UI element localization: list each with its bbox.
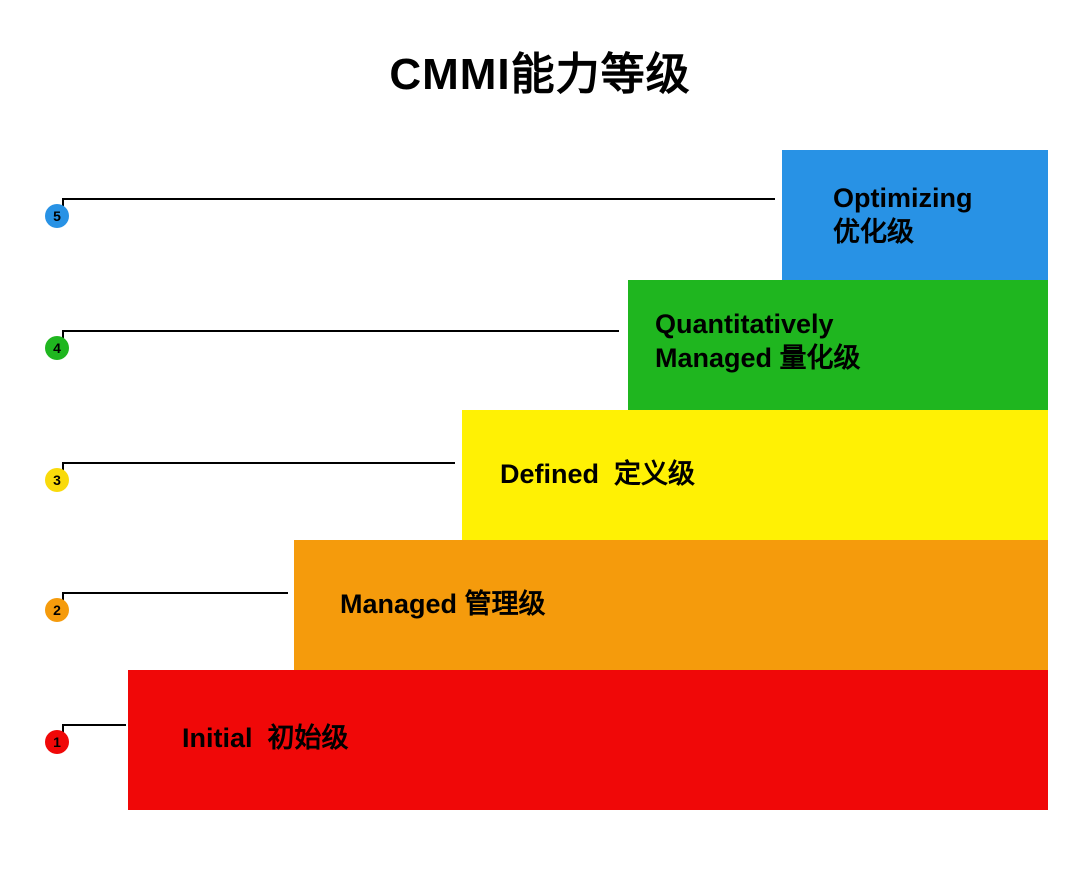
leader-3-h	[62, 462, 455, 464]
step-4-label-line2: Managed 量化级	[655, 343, 861, 373]
badge-4-text: 4	[53, 340, 61, 356]
badge-1: 1	[45, 730, 69, 754]
step-1-label-zh: 初始级	[268, 723, 349, 753]
badge-2: 2	[45, 598, 69, 622]
badge-1-text: 1	[53, 734, 61, 750]
badge-4: 4	[45, 336, 69, 360]
badge-3-text: 3	[53, 472, 61, 488]
step-4-label: Quantitatively Managed 量化级	[655, 308, 1035, 376]
step-5-label-en: Optimizing	[833, 183, 972, 213]
step-3-label-en: Defined	[500, 459, 599, 489]
step-1-label-en: Initial	[182, 723, 253, 753]
step-3-label-zh: 定义级	[614, 459, 695, 489]
leader-4-h	[62, 330, 619, 332]
leader-2-h	[62, 592, 288, 594]
step-3-label: Defined 定义级	[500, 458, 695, 492]
leader-1-h	[62, 724, 126, 726]
leader-5-h	[62, 198, 775, 200]
page-title: CMMI能力等级	[0, 38, 1080, 102]
step-1-label: Initial 初始级	[182, 722, 349, 756]
step-4-label-line1: Quantitatively	[655, 309, 834, 339]
badge-2-text: 2	[53, 602, 61, 618]
staircase-diagram: Optimizing 优化级 5 Quantitatively Managed …	[0, 150, 1080, 870]
step-5-label-zh: 优化级	[833, 217, 914, 247]
badge-5: 5	[45, 204, 69, 228]
badge-3: 3	[45, 468, 69, 492]
badge-5-text: 5	[53, 208, 61, 224]
step-2-label: Managed 管理级	[340, 588, 546, 622]
step-2-label-zh: 管理级	[465, 589, 546, 619]
step-2-label-en: Managed	[340, 589, 457, 619]
step-5-label: Optimizing 优化级	[833, 182, 972, 250]
